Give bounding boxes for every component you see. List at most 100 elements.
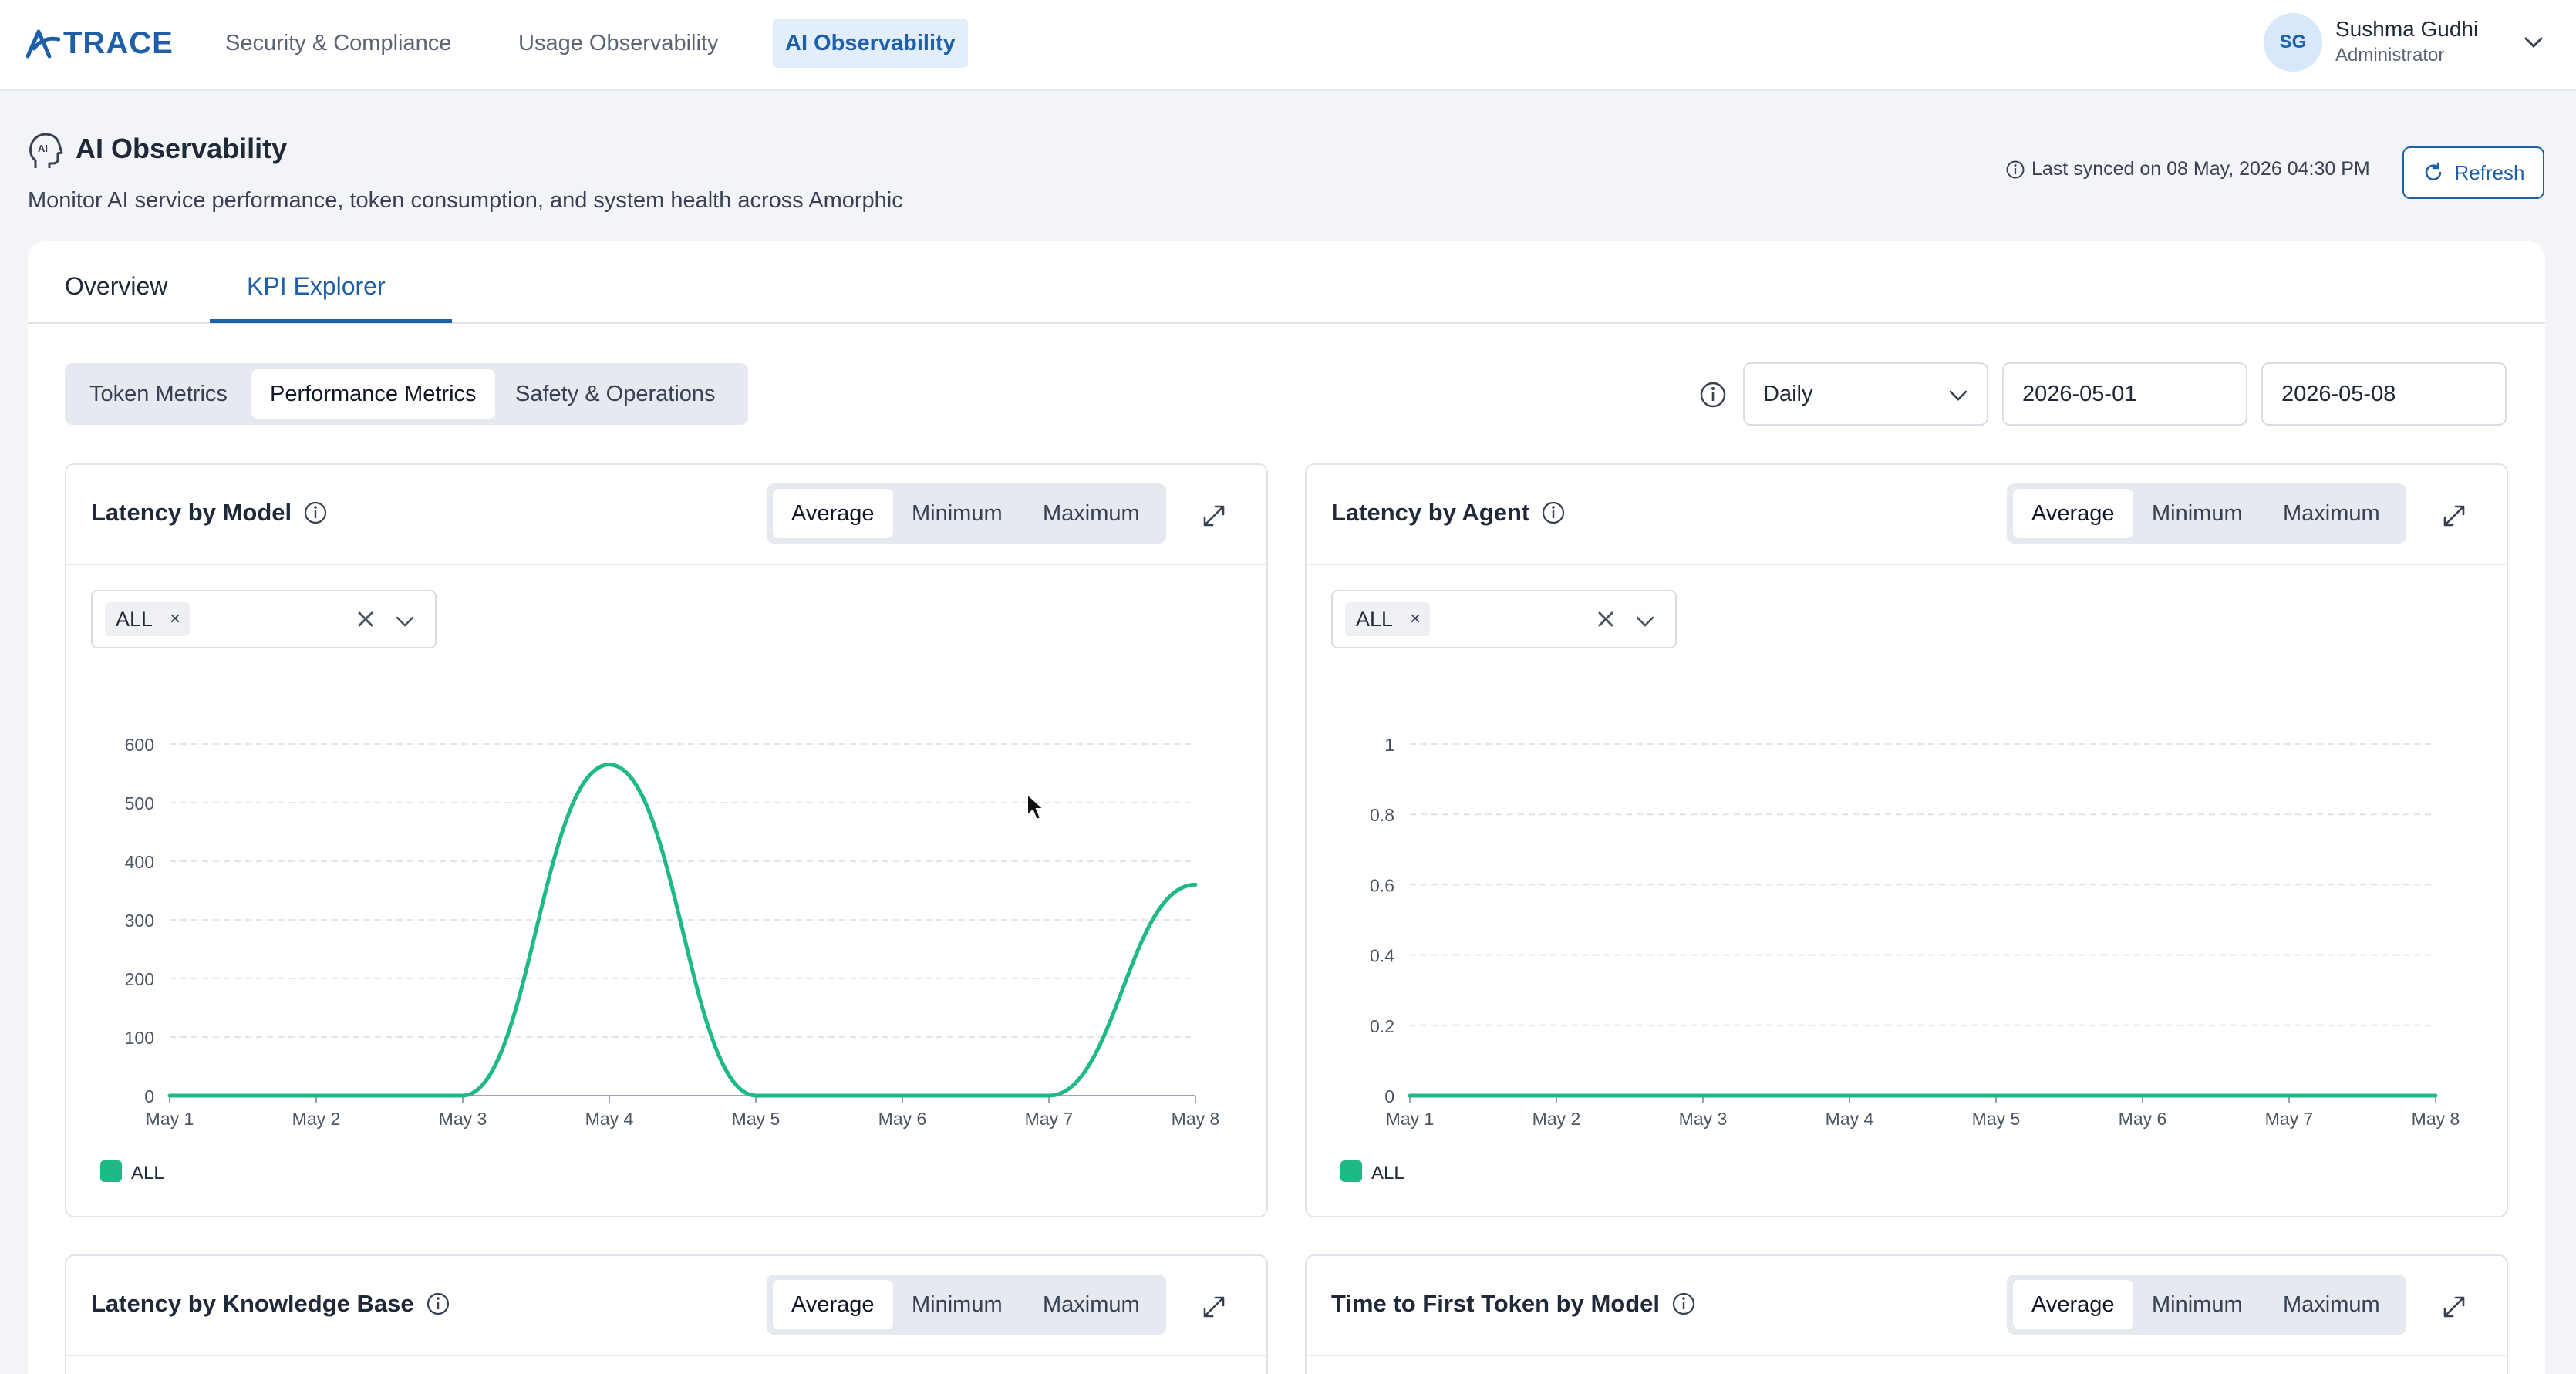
y-tick-label: 0 [144,1086,154,1106]
x-tick-label: May 1 [1386,1109,1435,1129]
legend-swatch[interactable] [100,1160,122,1182]
clear-icon[interactable] [353,607,378,631]
aggregation-switch: Average Minimum Maximum [767,1275,1166,1335]
nav-security-compliance[interactable]: Security & Compliance [225,31,452,56]
y-tick-label: 1 [1384,735,1394,755]
agg-average[interactable]: Average [773,489,893,538]
clear-icon[interactable] [1593,607,1618,631]
y-tick-label: 200 [125,969,154,989]
agg-maximum[interactable]: Maximum [1043,501,1140,526]
aggregation-switch: Average Minimum Maximum [2007,1275,2406,1335]
start-date-input[interactable]: 2026-05-01 [2002,362,2247,426]
series-line-all[interactable] [167,763,1198,1098]
agg-minimum[interactable]: Minimum [2152,501,2243,526]
svg-text:AI: AI [38,143,48,154]
user-name: Sushma Gudhi [2335,17,2479,41]
chevron-down-icon[interactable] [393,610,416,633]
agg-average[interactable]: Average [2013,1280,2133,1329]
info-icon[interactable] [1698,380,1728,409]
x-tick-label: May 6 [2119,1109,2167,1129]
agg-average[interactable]: Average [2013,489,2133,538]
card-header: Latency by Model Average Minimum Maximum [66,465,1266,565]
x-tick-label: May 7 [1025,1109,1074,1129]
y-tick-label: 600 [125,735,154,755]
x-tick-label: May 5 [732,1109,781,1129]
agg-average[interactable]: Average [773,1280,893,1329]
chart-card-time-to-first-token-by-model: Time to First Token by Model Average Min… [1305,1254,2508,1374]
nav-ai-observability[interactable]: AI Observability [773,19,968,68]
agg-maximum[interactable]: Maximum [1043,1292,1140,1317]
ai-brain-icon: AI [29,133,63,168]
chevron-down-icon [1949,390,1967,401]
x-tick-label: May 8 [2412,1109,2460,1129]
legend-swatch[interactable] [1340,1160,1362,1182]
metric-group-switch: Token Metrics Performance Metrics Safety… [65,363,748,425]
tab-overview[interactable]: Overview [65,272,168,300]
y-tick-label: 0 [1384,1086,1394,1106]
selected-chip: ALL × [105,602,191,636]
x-tick-label: May 5 [1972,1109,2021,1129]
y-tick-label: 0.6 [1370,875,1394,895]
trace-logo[interactable]: TRACE [26,26,174,61]
card-header: Latency by Knowledge Base Average Minimu… [66,1256,1266,1356]
chevron-down-icon[interactable] [2522,31,2545,54]
expand-icon[interactable] [2440,1293,2468,1321]
chart-card-latency-by-knowledge-base: Latency by Knowledge Base Average Minimu… [65,1254,1268,1374]
chip-label: ALL [1356,608,1394,631]
page-title: AI Observability [76,133,288,164]
user-role: Administrator [2335,45,2445,66]
series-filter-select[interactable]: ALL × [91,590,437,648]
end-date-input[interactable]: 2026-05-08 [2261,362,2507,426]
legend-label[interactable]: ALL [1371,1163,1404,1184]
aggregation-switch: Average Minimum Maximum [2007,483,2406,544]
card-title: Latency by Agent [1331,499,1566,527]
info-icon [2006,160,2025,178]
y-tick-label: 0.4 [1370,946,1394,966]
info-icon[interactable] [302,500,329,526]
chart-card-latency-by-model: Latency by Model Average Minimum Maximum… [65,463,1268,1217]
card-header: Latency by Agent Average Minimum Maximum [1307,465,2507,565]
granularity-select[interactable]: Daily [1743,362,1988,426]
chart-card-latency-by-agent: Latency by Agent Average Minimum Maximum… [1305,463,2508,1217]
y-tick-label: 0.8 [1370,805,1394,825]
agg-maximum[interactable]: Maximum [2283,1292,2380,1317]
refresh-button[interactable]: Refresh [2402,146,2544,199]
nav-usage-observability[interactable]: Usage Observability [518,31,719,56]
chip-remove-icon[interactable]: × [1410,608,1421,629]
x-tick-label: May 6 [878,1109,927,1129]
tab-kpi-explorer[interactable]: KPI Explorer [247,272,386,300]
expand-icon[interactable] [2440,502,2468,530]
selected-chip: ALL × [1345,602,1431,636]
chip-remove-icon[interactable]: × [170,608,181,629]
aggregation-switch: Average Minimum Maximum [767,483,1166,544]
chevron-down-icon[interactable] [1634,610,1657,633]
agg-minimum[interactable]: Minimum [2152,1292,2243,1317]
info-icon[interactable] [425,1291,451,1317]
expand-icon[interactable] [1200,502,1228,530]
tab-performance-metrics[interactable]: Performance Metrics [251,369,495,419]
legend-label[interactable]: ALL [131,1163,164,1184]
x-tick-label: May 3 [439,1109,487,1129]
mouse-cursor-icon [1027,793,1046,821]
x-tick-label: May 1 [146,1109,194,1129]
agg-minimum[interactable]: Minimum [912,501,1003,526]
series-filter-select[interactable]: ALL × [1331,590,1677,648]
x-tick-label: May 2 [292,1109,341,1129]
x-tick-label: May 8 [1172,1109,1220,1129]
card-title: Latency by Model [91,499,329,527]
card-title-text: Time to First Token by Model [1331,1290,1661,1317]
info-icon[interactable] [1671,1291,1697,1317]
y-tick-label: 0.2 [1370,1016,1394,1036]
avatar[interactable]: SG [2264,13,2322,72]
card-title-text: Latency by Agent [1331,499,1530,526]
info-icon[interactable] [1540,500,1566,526]
tab-token-metrics[interactable]: Token Metrics [89,382,228,406]
brand-name: TRACE [63,26,174,60]
tab-safety-operations[interactable]: Safety & Operations [515,382,716,406]
trace-logo-icon [26,29,60,58]
x-tick-label: May 7 [2265,1109,2314,1129]
y-tick-label: 100 [125,1028,154,1048]
agg-minimum[interactable]: Minimum [912,1292,1003,1317]
expand-icon[interactable] [1200,1293,1228,1321]
agg-maximum[interactable]: Maximum [2283,501,2380,526]
